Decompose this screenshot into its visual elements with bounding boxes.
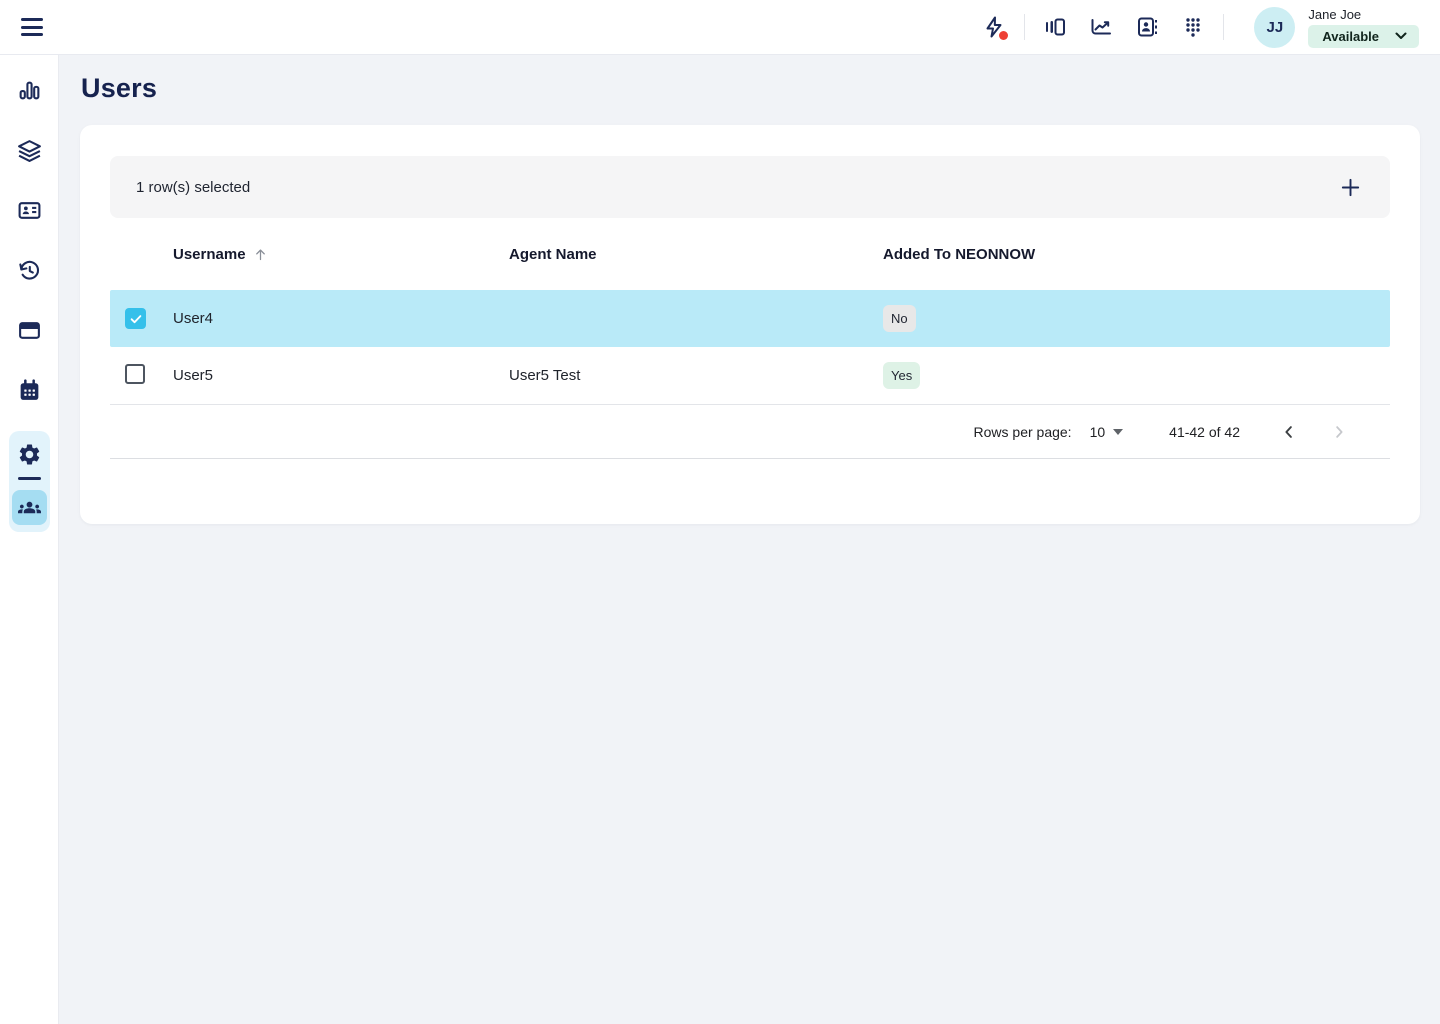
page-title: Users: [81, 73, 158, 103]
next-page-icon[interactable]: [1324, 417, 1354, 447]
previous-page-icon[interactable]: [1274, 417, 1304, 447]
add-icon[interactable]: [1334, 171, 1366, 203]
window-icon[interactable]: [16, 317, 42, 343]
dialpad-icon[interactable]: [1176, 10, 1210, 44]
layers-icon[interactable]: [16, 137, 42, 163]
status-label: Available: [1322, 28, 1379, 44]
id-card-icon[interactable]: [16, 197, 42, 223]
panels-icon[interactable]: [1038, 10, 1072, 44]
top-bar: JJ Jane Joe Available: [0, 0, 1440, 55]
divider: [1223, 14, 1225, 40]
settings-icon[interactable]: [16, 441, 42, 467]
column-header-username[interactable]: Username: [173, 246, 509, 263]
calendar-icon[interactable]: [16, 377, 42, 403]
selection-bar: 1 row(s) selected: [110, 156, 1390, 218]
table-header-row: Username Agent Name Added To NEONNOW: [110, 218, 1390, 290]
column-header-agent-name[interactable]: Agent Name: [509, 245, 597, 263]
bar-chart-icon[interactable]: [16, 77, 42, 103]
added-to-neonnow-badge: No: [883, 305, 916, 332]
rows-per-page-select[interactable]: 10: [1090, 424, 1124, 440]
divider: [17, 477, 41, 480]
username-cell: User5: [173, 367, 214, 384]
selection-count-text: 1 row(s) selected: [136, 178, 251, 196]
sort-ascending-icon[interactable]: [253, 247, 268, 262]
check-icon: [130, 314, 141, 323]
user-name: Jane Joe: [1308, 6, 1362, 22]
added-to-neonnow-badge: Yes: [883, 362, 921, 389]
column-header-added-to-neonnow[interactable]: Added To NEONNOW: [883, 245, 1036, 263]
divider: [1024, 14, 1026, 40]
status-dropdown[interactable]: Available: [1308, 24, 1419, 48]
avatar[interactable]: JJ: [1254, 6, 1296, 48]
username-cell: User4: [173, 310, 214, 327]
line-chart-icon[interactable]: [1084, 10, 1118, 44]
contacts-icon[interactable]: [1130, 10, 1164, 44]
agent-name-cell: User5 Test: [509, 367, 581, 384]
history-icon[interactable]: [16, 257, 42, 283]
main-content: Users 1 row(s) selected Username: [59, 55, 1440, 1024]
notification-dot: [999, 31, 1009, 40]
table-row[interactable]: User5 User5 Test Yes: [110, 347, 1390, 405]
menu-icon[interactable]: [21, 16, 47, 38]
settings-group: [8, 431, 50, 532]
pagination-range: 41-42 of 42: [1169, 423, 1240, 440]
row-checkbox-checked[interactable]: [125, 308, 146, 329]
sidebar-item-users[interactable]: [11, 490, 47, 525]
users-card: 1 row(s) selected Username Agent Name: [80, 125, 1420, 524]
avatar-initials: JJ: [1266, 18, 1284, 36]
table-row[interactable]: User4 No: [110, 290, 1390, 347]
chevron-down-icon: [1395, 32, 1407, 39]
pagination-bar: Rows per page: 10 41-42 of 42: [110, 405, 1390, 459]
row-checkbox-unchecked[interactable]: [125, 364, 145, 384]
rows-per-page-label: Rows per page:: [973, 423, 1072, 440]
users-icon: [17, 501, 41, 514]
caret-down-icon: [1113, 428, 1124, 435]
sidebar: [0, 55, 59, 1024]
zap-notification-icon[interactable]: [977, 10, 1011, 44]
